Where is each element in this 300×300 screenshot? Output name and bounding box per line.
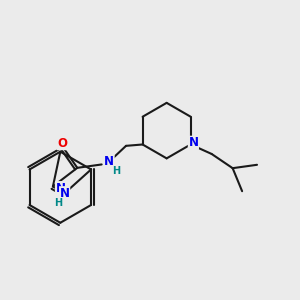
Text: N: N	[188, 136, 198, 149]
Text: O: O	[57, 136, 67, 150]
Text: N: N	[60, 187, 70, 200]
Text: N: N	[104, 155, 114, 168]
Text: H: H	[112, 166, 120, 176]
Text: H: H	[55, 198, 63, 208]
Text: N: N	[56, 182, 65, 195]
